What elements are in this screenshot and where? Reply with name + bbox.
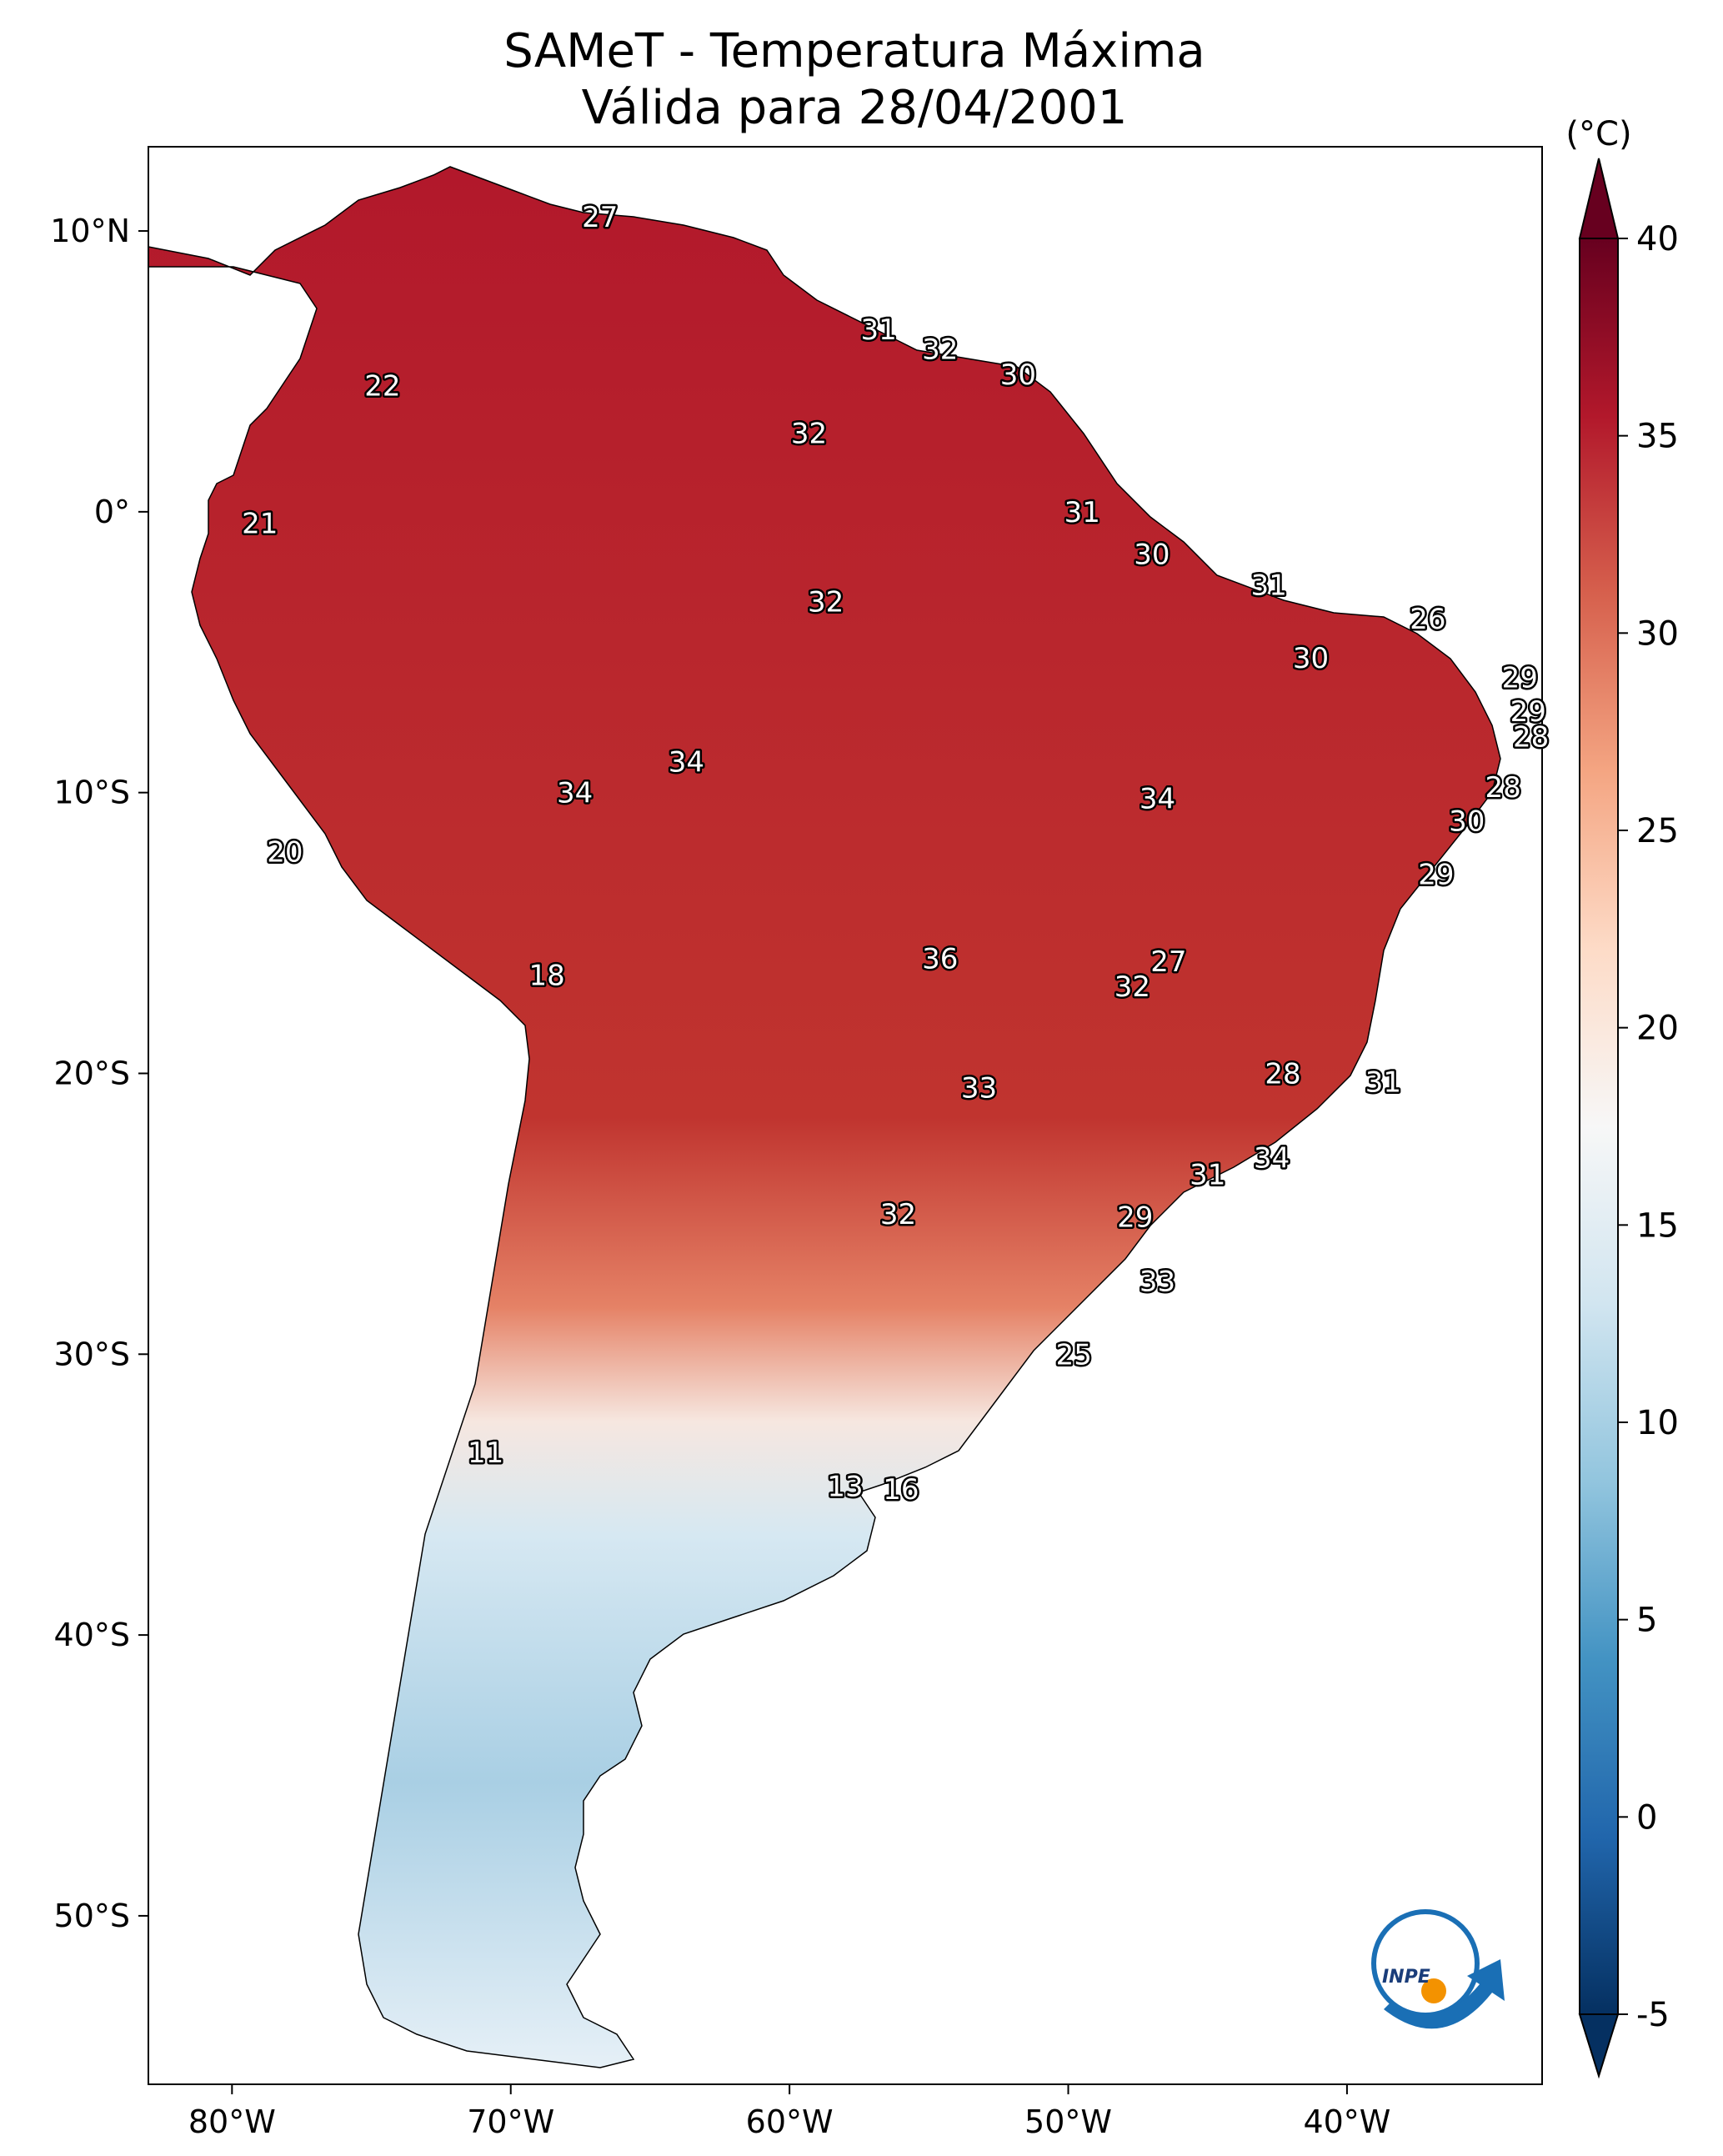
temperature-label: 29 [1502, 662, 1538, 695]
temperature-label: 32 [791, 418, 827, 451]
land-layer [148, 166, 1501, 2068]
longitude-tick-label: 50°W [1024, 2103, 1112, 2140]
temperature-label: 32 [1114, 970, 1150, 1004]
colorbar-tick-label: 35 [1636, 418, 1679, 456]
temperature-label: 33 [1139, 1266, 1175, 1299]
temperature-label: 18 [529, 960, 565, 993]
latitude-axis: 10°N 0° 10°S 20°S 30°S 40°S 50°S [50, 213, 148, 1934]
latitude-tick-label: 50°S [54, 1898, 130, 1934]
map-frame [148, 146, 1543, 2085]
temperature-label: 29 [1510, 695, 1546, 729]
latitude-tick-label: 0° [94, 494, 130, 530]
inpe-logo: INPE [1371, 1909, 1505, 2029]
latitude-tick-label: 30°S [54, 1336, 130, 1372]
longitude-tick-label: 70°W [467, 2103, 554, 2140]
map-panel [148, 146, 1543, 2085]
colorbar-bottom-triangle [1578, 2013, 1620, 2079]
temperature-label: 32 [880, 1198, 916, 1231]
colorbar-tick-label: 15 [1636, 1206, 1679, 1245]
colorbar-tick-label: 0 [1636, 1798, 1657, 1837]
temperature-label: 29 [1117, 1201, 1153, 1234]
temperature-label: 31 [1190, 1159, 1225, 1192]
temperature-label: 33 [961, 1071, 997, 1105]
temperature-label: 25 [1056, 1338, 1092, 1371]
temperature-label: 28 [1485, 771, 1521, 805]
colorbar-tick-label: 30 [1636, 614, 1679, 653]
colorbar-ticks: 40 35 30 25 20 15 10 5 0 -5 [1618, 220, 1679, 2034]
temperature-label: 28 [1265, 1057, 1300, 1091]
longitude-tick-label: 60°W [746, 2103, 834, 2140]
temperature-label: 31 [1365, 1066, 1401, 1100]
latitude-tick-label: 10°N [50, 213, 130, 249]
temperature-label: 27 [582, 201, 618, 234]
temperature-label: 30 [1000, 358, 1036, 392]
temperature-label: 36 [922, 942, 958, 975]
colorbar-tick-label: 20 [1636, 1010, 1679, 1048]
temperature-label: 34 [1139, 782, 1175, 815]
temperature-label: 34 [1254, 1142, 1290, 1176]
longitude-axis: 80°W 70°W 60°W 50°W 40°W [188, 2084, 1390, 2140]
colorbar-tick-label: 10 [1636, 1404, 1679, 1442]
temperature-label: 16 [883, 1473, 919, 1507]
temperature-label: 21 [242, 507, 278, 540]
temperature-label: 32 [808, 586, 844, 619]
colorbar-tick-label: 25 [1636, 812, 1679, 850]
temperature-label: 13 [827, 1471, 863, 1504]
latitude-tick-label: 10°S [54, 775, 130, 811]
inpe-logo-wordmark: INPE [1382, 1967, 1430, 1988]
colorbar-gradient-bar [1579, 238, 1619, 2015]
temperature-label: 30 [1293, 642, 1329, 675]
temperature-label: 27 [1150, 945, 1186, 979]
longitude-tick-label: 40°W [1303, 2103, 1390, 2140]
colorbar-tick-label: 40 [1636, 220, 1679, 258]
temperature-label: 31 [1251, 569, 1287, 602]
longitude-tick-label: 80°W [188, 2103, 276, 2140]
latitude-tick-label: 40°S [54, 1617, 130, 1653]
map-title-line2: Válida para 28/04/2001 [582, 81, 1128, 135]
temperature-label: 30 [1134, 538, 1170, 571]
map-title-line1: SAMeT - Temperatura Máxima [503, 24, 1205, 78]
latitude-tick-label: 20°S [54, 1055, 130, 1091]
temperature-label: 31 [1064, 496, 1100, 529]
colorbar-tick-label: 5 [1636, 1602, 1657, 1640]
colorbar-top-triangle [1578, 158, 1620, 239]
temperature-label: 28 [1513, 720, 1549, 754]
temperature-label: 11 [468, 1436, 503, 1470]
colorbar: (°C) 40 35 30 25 20 15 10 5 0 -5 [1565, 115, 1679, 2079]
temperature-label: 34 [669, 746, 704, 780]
temperature-label: 34 [557, 777, 593, 810]
colorbar-tick-label: -5 [1636, 1996, 1670, 2034]
south-america-landmass [148, 166, 1501, 2068]
colorbar-unit-label: (°C) [1565, 115, 1631, 153]
temperature-label: 30 [1449, 805, 1485, 838]
temperature-label: 31 [860, 313, 896, 347]
temperature-label: 26 [1410, 603, 1445, 636]
temperature-label: 22 [364, 369, 400, 403]
temperature-label: 29 [1418, 858, 1454, 891]
temperature-label: 32 [922, 333, 958, 367]
temperature-label: 20 [267, 835, 303, 869]
